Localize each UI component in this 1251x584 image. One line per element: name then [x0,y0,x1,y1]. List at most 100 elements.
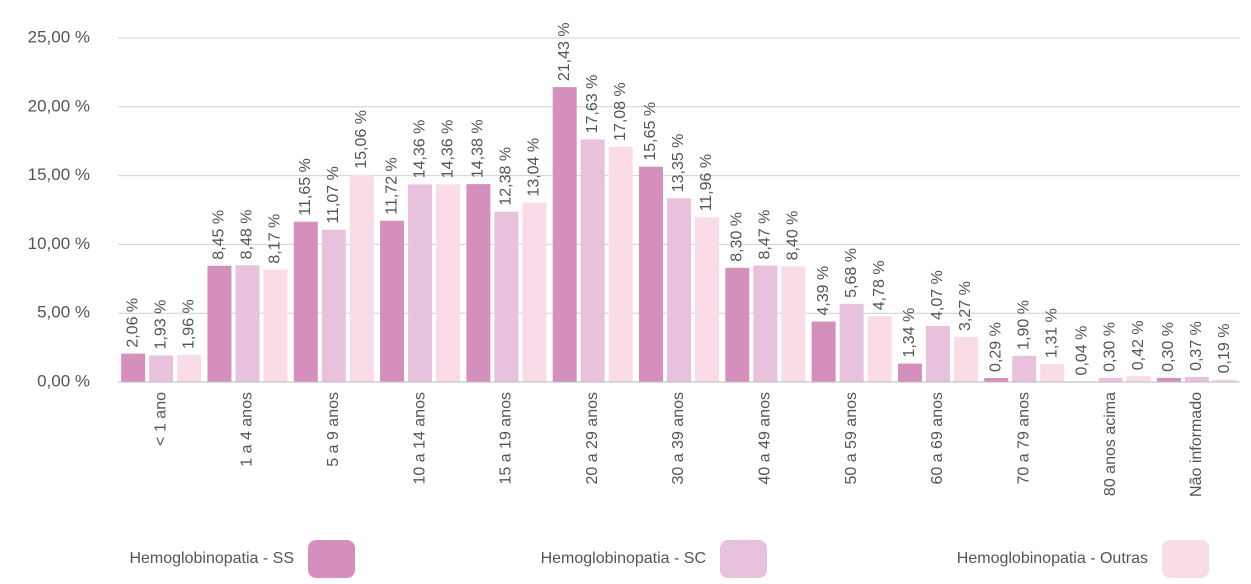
bar [149,355,174,382]
bar [639,166,663,382]
legend-label: Hemoglobinopatia - SC [541,550,706,567]
x-tick-label: 50 a 59 anos [843,392,860,485]
y-tick-label: 0,00 % [37,371,90,390]
value-label: 5,68 % [843,248,860,298]
value-label: 4,07 % [929,270,946,320]
value-label: 8,40 % [785,211,802,261]
value-label: 17,08 % [612,82,629,141]
y-tick-label: 10,00 % [28,234,90,253]
value-label: 8,30 % [729,212,746,262]
bar [580,139,605,382]
value-label: 0,30 % [1102,322,1119,372]
value-label: 14,36 % [439,120,456,179]
bar [522,202,547,382]
value-label: 0,30 % [1160,322,1177,372]
x-tick-label: 5 a 9 anos [325,392,342,467]
bar [380,220,405,382]
legend-label: Hemoglobinopatia - SS [129,550,294,567]
x-tick-label: 10 a 14 anos [411,392,428,485]
value-label: 13,35 % [670,134,687,193]
value-label: 11,96 % [698,154,715,212]
value-label: 12,38 % [498,147,515,206]
bar [984,378,1009,382]
bar [667,198,691,382]
value-label: 11,72 % [383,157,400,215]
value-label: 11,65 % [297,158,314,216]
legend-swatch [1162,540,1209,578]
value-label: 11,07 % [325,166,342,224]
bar [725,267,750,382]
bar [608,146,633,382]
value-label: 3,27 % [957,281,974,331]
bar [263,269,288,382]
value-label: 0,37 % [1188,321,1205,371]
value-label: 15,65 % [642,102,659,161]
value-label: 15,06 % [353,110,370,169]
bar [839,303,864,382]
value-label: 1,31 % [1043,308,1060,358]
bar [293,221,318,382]
bar [436,184,461,382]
value-label: 8,47 % [757,210,774,260]
bar [897,363,922,382]
y-tick-label: 25,00 % [28,27,90,46]
y-tick-label: 15,00 % [28,165,90,184]
value-label: 2,06 % [124,298,141,348]
legend-swatch [720,540,767,578]
x-tick-label: 15 a 19 anos [498,392,515,485]
value-label: 14,38 % [470,119,487,178]
value-label: 1,96 % [180,299,197,349]
legend-swatch [308,540,355,578]
bar [1212,379,1237,382]
bar [953,337,978,382]
value-label: 0,29 % [987,322,1004,372]
bar [466,184,491,382]
y-tick-label: 5,00 % [37,303,90,322]
bar [494,211,519,382]
bar [349,174,374,382]
value-label: 4,39 % [815,266,832,316]
bar [1098,377,1123,382]
x-tick-label: 1 a 4 anos [239,392,256,467]
value-label: 0,19 % [1216,324,1233,374]
x-tick-label: < 1 ano [152,392,169,446]
bar [1040,363,1065,382]
value-label: 8,17 % [267,214,284,264]
bar [121,353,146,382]
value-label: 1,34 % [901,308,918,358]
bar [1156,377,1181,382]
bar [695,217,719,382]
x-tick-label: Não informado [1188,392,1205,497]
bar [207,265,232,382]
bar [811,321,836,382]
legend-label: Hemoglobinopatia - Outras [957,550,1148,567]
bar [867,316,892,382]
bar [321,229,346,382]
x-tick-label: 40 a 49 anos [757,392,774,485]
x-tick-label: 80 anos acima [1102,392,1119,496]
value-label: 4,78 % [871,260,888,310]
bar [177,355,202,382]
value-label: 17,63 % [584,75,601,134]
value-label: 14,36 % [411,120,428,179]
bar [1126,376,1151,382]
value-label: 0,04 % [1074,326,1091,376]
y-tick-label: 20,00 % [28,96,90,115]
value-label: 1,90 % [1015,300,1032,350]
value-label: 8,48 % [239,210,256,260]
bar [781,266,806,382]
value-label: 21,43 % [556,22,573,81]
bar [753,265,778,382]
x-tick-label: 20 a 29 anos [584,392,601,485]
value-label: 13,04 % [526,138,543,197]
bar [235,265,260,382]
x-tick-label: 30 a 39 anos [670,392,687,485]
value-label: 1,93 % [152,300,169,350]
bar [1012,355,1037,382]
value-label: 8,45 % [211,210,228,260]
bar [408,184,433,382]
x-tick-label: 70 a 79 anos [1015,392,1032,485]
value-label: 0,42 % [1130,320,1147,370]
bar [925,325,950,382]
x-tick-label: 60 a 69 anos [929,392,946,485]
